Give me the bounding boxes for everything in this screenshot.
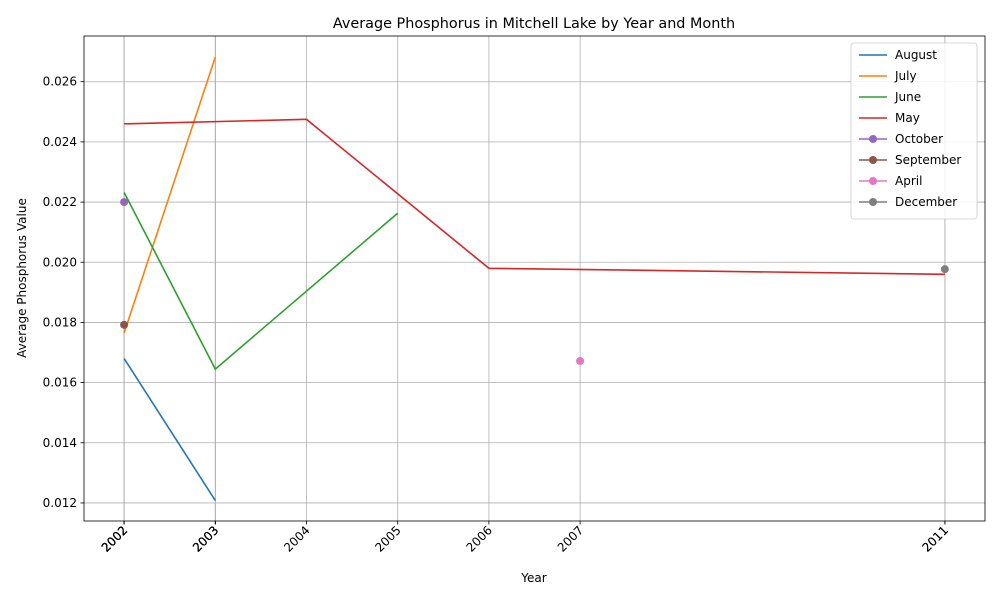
legend-label-july: July <box>894 69 917 83</box>
x-axis-title: Year <box>520 571 546 585</box>
legend-label-september: September <box>895 153 961 167</box>
y-tick-label: 0.022 <box>43 195 77 209</box>
legend-box <box>850 42 978 220</box>
legend-marker-april <box>869 177 877 185</box>
legend-label-october: October <box>895 132 943 146</box>
y-axis-title: Average Phosphorus Value <box>15 198 29 358</box>
series-line-june <box>123 192 399 371</box>
y-tick-label: 0.020 <box>43 255 77 269</box>
series-line-july <box>123 56 217 334</box>
chart-title: Average Phosphorus in Mitchell Lake by Y… <box>333 16 735 32</box>
series-line-august <box>123 358 216 501</box>
y-tick-layer: 0.012 0.014 0.016 0.018 0.020 0.022 0.024 0.026 <box>43 75 84 510</box>
y-tick-label: 0.014 <box>43 436 77 450</box>
legend: August July June May October September April De… <box>850 42 978 220</box>
y-tick-label: 0.012 <box>43 496 77 510</box>
legend-marker-december <box>869 198 877 206</box>
legend-marker-september <box>869 156 877 164</box>
data-point-december <box>940 265 949 274</box>
data-point-october <box>120 198 129 207</box>
plot-frame <box>83 35 986 522</box>
series-layer <box>120 56 949 501</box>
y-tick-label: 0.026 <box>43 75 77 89</box>
legend-label-may: May <box>895 111 920 125</box>
data-point-september <box>120 320 129 329</box>
data-point-april <box>576 356 585 365</box>
legend-label-june: June <box>894 90 921 104</box>
legend-label-december: December <box>895 195 957 209</box>
series-line-may <box>124 118 945 276</box>
legend-label-april: April <box>895 174 922 188</box>
y-tick-label: 0.018 <box>43 315 77 329</box>
y-tick-label: 0.016 <box>43 376 77 390</box>
y-tick-label: 0.024 <box>43 135 77 149</box>
legend-marker-october <box>869 135 877 143</box>
legend-label-august: August <box>895 48 937 62</box>
